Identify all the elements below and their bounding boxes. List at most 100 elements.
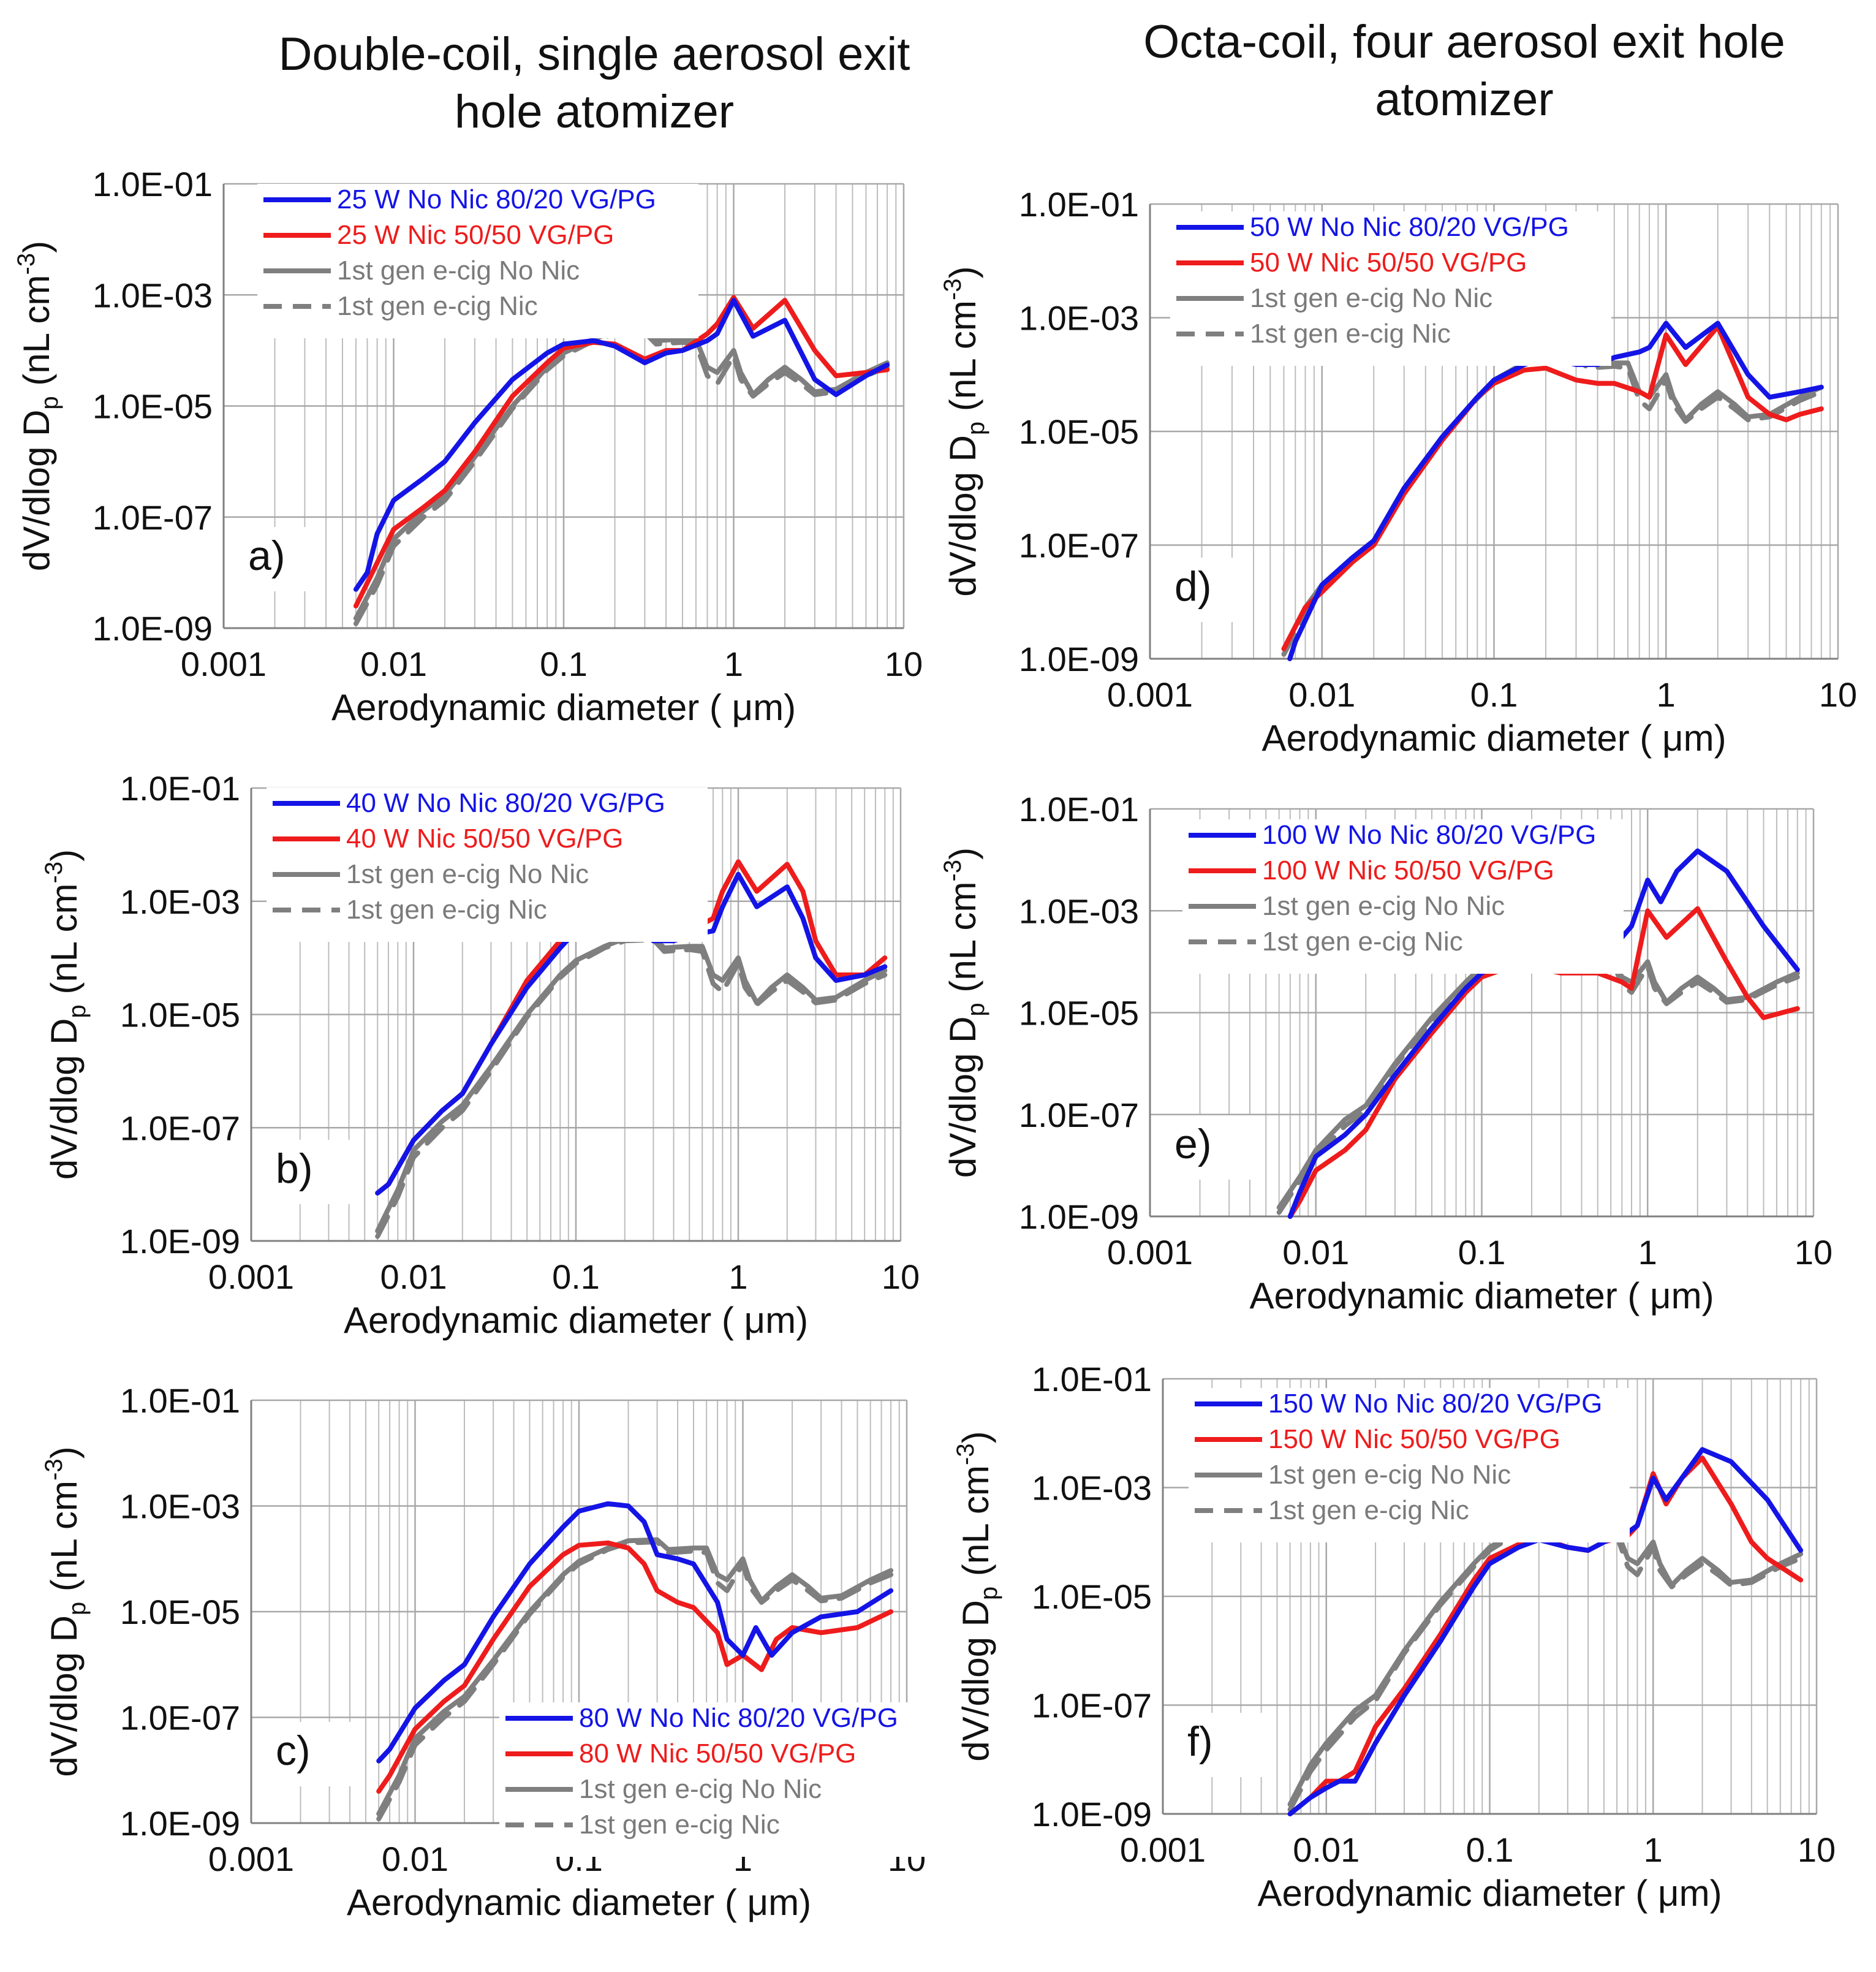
y-axis-title-sub: p: [963, 422, 989, 435]
y-axis-title-units: (nL cm: [16, 275, 57, 396]
y-tick-label: 1.0E-09: [120, 1222, 240, 1261]
y-tick-label: 1.0E-07: [1019, 1096, 1139, 1134]
series-lines: [376, 1501, 894, 1822]
legend-bg: [1170, 211, 1611, 366]
y-tick-label: 1.0E-03: [120, 882, 240, 921]
legend-entry: 25 W Nic 50/50 VG/PG: [337, 220, 614, 250]
x-tick-label: 0.001: [208, 1257, 294, 1296]
series-line-red: [353, 295, 890, 609]
y-axis-title-main: dV/dlog D: [43, 1018, 85, 1180]
y-tick-label: 1.0E-09: [93, 609, 213, 648]
y-tick-label: 1.0E-01: [1032, 1360, 1152, 1398]
y-axis-title-sup: -3: [952, 1443, 979, 1465]
y-axis-title-close: ): [942, 266, 983, 278]
x-tick-label: 0.001: [181, 645, 267, 683]
legend-bg: [1189, 1388, 1630, 1542]
legend-entry: 80 W Nic 50/50 VG/PG: [579, 1739, 856, 1769]
y-tick-label: 1.0E-01: [120, 769, 240, 808]
y-tick-label: 1.0E-03: [93, 276, 213, 314]
x-tick-label: 1: [724, 645, 743, 683]
y-tick-label: 1.0E-05: [1019, 994, 1139, 1033]
panel-label-bg: [260, 1140, 352, 1204]
legend-entry: 40 W No Nic 80/20 VG/PG: [346, 788, 665, 818]
y-axis-title-close: ): [16, 241, 57, 253]
legend-entry: 150 W Nic 50/50 VG/PG: [1268, 1424, 1560, 1454]
y-axis-title-main: dV/dlog D: [955, 1600, 996, 1762]
y-tick-label: 1.0E-05: [120, 1593, 240, 1631]
legend-bg: [499, 1702, 940, 1857]
y-tick-label: 1.0E-07: [120, 1109, 240, 1147]
y-axis-title-sub: p: [64, 1602, 91, 1615]
legend: 25 W No Nic 80/20 VG/PG 25 W Nic 50/50 VG…: [257, 184, 698, 338]
x-tick-label: 0.1: [1470, 675, 1518, 714]
panel-label: e): [1174, 1121, 1211, 1167]
panel-label-bg: [1159, 558, 1251, 622]
legend-entry: 50 W No Nic 80/20 VG/PG: [1250, 212, 1569, 242]
chart-panel-e: 1.0E-09 1.0E-07 1.0E-05 1.0E-03 1.0E-01 0.001…: [939, 790, 1833, 1316]
legend-entry: 100 W Nic 50/50 VG/PG: [1262, 855, 1554, 886]
legend: 150 W No Nic 80/20 VG/PG 150 W Nic 50/50 …: [1189, 1388, 1630, 1542]
legend-entry: 100 W No Nic 80/20 VG/PG: [1262, 820, 1596, 850]
series-lines: [353, 295, 890, 626]
legend-entry: 1st gen e-cig No Nic: [579, 1774, 822, 1804]
x-tick-label: 0.01: [1293, 1830, 1360, 1869]
legend: 80 W No Nic 80/20 VG/PG 80 W Nic 50/50 VG…: [499, 1702, 940, 1857]
series-line-blue: [376, 1501, 894, 1764]
x-axis-title: Aerodynamic diameter ( μm): [347, 1882, 811, 1923]
column-title-left: Double-coil, single aerosol exit hole at…: [278, 28, 910, 138]
y-axis-title-units: (nL cm: [955, 1465, 996, 1587]
y-tick-label: 1.0E-03: [120, 1487, 240, 1526]
x-tick-label: 0.001: [1107, 1233, 1193, 1272]
y-axis-title-close: ): [43, 849, 85, 862]
legend-entry: 1st gen e-cig Nic: [1262, 927, 1463, 957]
y-axis-title-main: dV/dlog D: [43, 1615, 85, 1777]
x-axis-title: Aerodynamic diameter ( μm): [344, 1300, 808, 1341]
panel-label: b): [276, 1145, 312, 1192]
series-line-blue: [353, 298, 890, 592]
legend-entry: 1st gen e-cig No Nic: [1250, 283, 1492, 313]
y-axis-title-units: (nL cm: [43, 884, 85, 1005]
x-tick-label: 1: [1657, 675, 1676, 714]
y-axis-title: dV/dlog Dp (nL cm-3): [939, 266, 989, 596]
series-lines: [1281, 320, 1824, 661]
series-line-gray-dashed: [376, 1539, 894, 1822]
x-axis-title: Aerodynamic diameter ( μm): [1249, 1275, 1714, 1316]
series-line-gray-dashed: [353, 330, 890, 626]
x-axis-title: Aerodynamic diameter ( μm): [1257, 1873, 1722, 1914]
x-tick-label: 0.01: [1288, 675, 1355, 714]
y-axis-title: dV/dlog Dp (nL cm-3): [40, 849, 91, 1180]
x-tick-label: 0.01: [360, 645, 427, 683]
y-axis-title-close: ): [43, 1446, 85, 1458]
y-axis-title-close: ): [942, 848, 983, 860]
x-tick-label: 1: [1638, 1233, 1657, 1272]
legend-bg: [257, 184, 698, 338]
y-tick-label: 1.0E-09: [1032, 1795, 1152, 1834]
legend-entry: 40 W Nic 50/50 VG/PG: [346, 824, 623, 854]
legend-entry: 1st gen e-cig No Nic: [346, 859, 589, 889]
legend-bg: [1182, 819, 1624, 974]
y-tick-label: 1.0E-05: [1032, 1577, 1152, 1616]
x-axis-title: Aerodynamic diameter ( μm): [331, 687, 796, 728]
legend-entry: 1st gen e-cig No Nic: [1262, 891, 1505, 921]
y-axis-title-close: ): [955, 1431, 996, 1443]
legend-entry: 150 W No Nic 80/20 VG/PG: [1268, 1389, 1602, 1419]
legend: 40 W No Nic 80/20 VG/PG 40 W Nic 50/50 VG…: [267, 787, 708, 942]
y-tick-label: 1.0E-07: [120, 1699, 240, 1737]
panel-label-bg: [1159, 1115, 1251, 1180]
x-tick-label: 1: [728, 1257, 747, 1296]
column-title-right: Octa-coil, four aerosol exit hole atomiz…: [1143, 16, 1785, 126]
series-line-gray: [353, 328, 890, 621]
x-tick-label: 0.01: [1282, 1233, 1349, 1272]
x-tick-label: 10: [882, 1257, 920, 1296]
y-axis-title-sup: -3: [40, 862, 67, 884]
y-axis-title-sup: -3: [939, 860, 966, 882]
y-axis-title: dV/dlog Dp (nL cm-3): [13, 241, 63, 571]
y-tick-label: 1.0E-01: [1019, 790, 1139, 829]
x-tick-label: 0.001: [1120, 1830, 1206, 1869]
x-tick-label: 10: [1795, 1233, 1833, 1272]
panel-label-bg: [233, 527, 325, 591]
chart-panel-d: 1.0E-09 1.0E-07 1.0E-05 1.0E-03 1.0E-01 0.001…: [939, 185, 1857, 759]
y-axis-title-units: (nL cm: [942, 300, 983, 422]
y-tick-label: 1.0E-05: [1019, 412, 1139, 451]
